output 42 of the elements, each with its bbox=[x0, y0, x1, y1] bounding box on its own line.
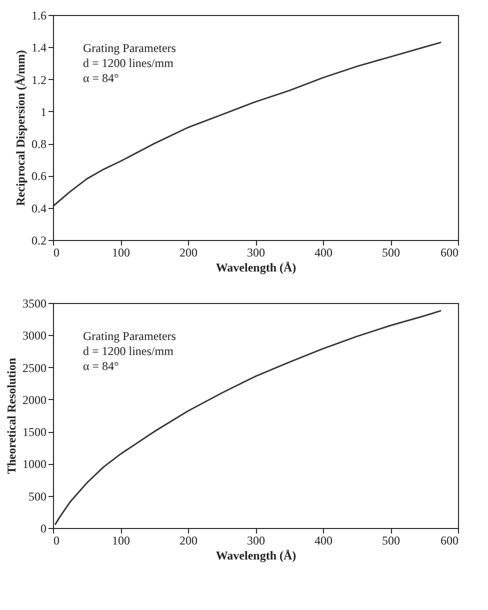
annotation: Grating Parameters bbox=[83, 41, 176, 55]
y-tick-label: 0.8 bbox=[32, 137, 46, 152]
x-tick-label: 600 bbox=[440, 246, 458, 260]
x-tick-label: 400 bbox=[314, 246, 332, 260]
x-tick-label: 200 bbox=[180, 246, 198, 260]
x-tick-label: 0 bbox=[54, 534, 60, 548]
x-axis-title: Wavelength (Å) bbox=[216, 548, 296, 562]
x-tick-label: 100 bbox=[112, 534, 130, 548]
y-tick-label: 3500 bbox=[22, 296, 46, 310]
x-tick-label: 300 bbox=[247, 246, 265, 260]
y-tick-label: 1000 bbox=[22, 457, 46, 472]
x-tick-label: 0 bbox=[54, 246, 60, 260]
x-tick-label: 200 bbox=[180, 534, 198, 548]
y-tick-label: 1.6 bbox=[32, 8, 46, 22]
x-tick-label: 500 bbox=[382, 246, 400, 260]
annotation: d = 1200 lines/mm bbox=[83, 344, 174, 358]
y-axis-title: Theoretical Resolution bbox=[4, 358, 18, 474]
y-tick-label: 1.2 bbox=[32, 72, 46, 87]
y-tick-label: 0.6 bbox=[32, 169, 46, 184]
x-tick-label: 100 bbox=[112, 246, 130, 260]
annotation: d = 1200 lines/mm bbox=[83, 56, 174, 70]
y-tick-label: 1.4 bbox=[32, 40, 46, 55]
y-tick-label: 500 bbox=[28, 489, 46, 504]
y-tick-label: 2000 bbox=[22, 392, 46, 407]
line-series bbox=[52, 42, 442, 207]
annotation: Grating Parameters bbox=[83, 329, 176, 343]
y-tick-label: 0.4 bbox=[32, 201, 46, 216]
y-axis-title: Reciprocal Dispersion (Å/mm) bbox=[14, 50, 28, 206]
x-tick-label: 300 bbox=[247, 534, 265, 548]
y-tick-label: 0.2 bbox=[32, 234, 46, 248]
x-tick-label: 500 bbox=[382, 534, 400, 548]
line-series bbox=[54, 310, 442, 526]
y-tick-label: 2500 bbox=[22, 360, 46, 375]
y-tick-label: 0 bbox=[40, 522, 46, 536]
x-tick-label: 600 bbox=[440, 534, 458, 548]
annotation: α = 84° bbox=[83, 359, 120, 373]
y-tick-label: 1 bbox=[40, 104, 46, 119]
x-tick-label: 400 bbox=[314, 534, 332, 548]
y-tick-label: 1500 bbox=[22, 425, 46, 440]
y-tick-label: 3000 bbox=[22, 328, 46, 343]
annotation: α = 84° bbox=[83, 71, 120, 85]
x-axis-title: Wavelength (Å) bbox=[216, 260, 296, 274]
